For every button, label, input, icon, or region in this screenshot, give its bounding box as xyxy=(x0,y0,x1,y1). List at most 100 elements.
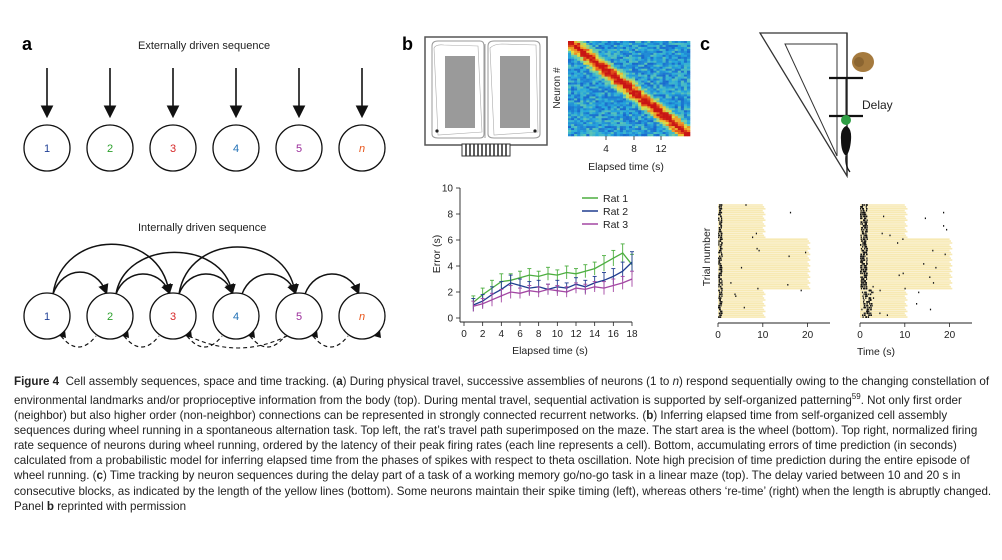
spike xyxy=(861,249,863,252)
heatmap-cell xyxy=(653,104,657,107)
heatmap-cell xyxy=(653,112,657,115)
heatmap-cell xyxy=(656,110,660,113)
heatmap-cell xyxy=(607,76,611,79)
heatmap-cell xyxy=(671,68,676,71)
neuron-node xyxy=(275,124,323,172)
spike xyxy=(866,253,868,256)
connection-arrow xyxy=(52,271,109,295)
heatmap-cell xyxy=(604,106,608,109)
heatmap-cell xyxy=(598,108,602,111)
spike xyxy=(720,227,722,229)
heatmap-cell xyxy=(632,88,636,91)
heatmap-cell xyxy=(613,116,618,119)
spike xyxy=(864,244,866,246)
heatmap-cell xyxy=(686,100,691,103)
heatmap-cell xyxy=(635,86,639,89)
heatmap-cell xyxy=(674,64,679,68)
heatmap-cell xyxy=(668,42,672,46)
heatmap-cell xyxy=(680,46,685,50)
spike xyxy=(866,308,868,311)
heatmap-cell xyxy=(677,120,682,123)
heatmap-cell xyxy=(577,78,581,81)
heatmap-cell xyxy=(595,48,599,52)
heatmap-cell xyxy=(677,56,682,60)
spike xyxy=(860,287,863,290)
heatmap-cell xyxy=(653,108,657,111)
spike xyxy=(865,221,867,223)
maze-block-left xyxy=(445,56,475,128)
heatmap-cell xyxy=(577,130,581,133)
heatmap-cell xyxy=(656,82,660,85)
heatmap-cell xyxy=(589,90,593,93)
neuron-label: 4 xyxy=(233,143,239,155)
spike xyxy=(861,227,864,229)
spike xyxy=(865,276,867,278)
heatmap-cell xyxy=(589,86,593,89)
spike xyxy=(864,265,866,267)
heatmap-cell xyxy=(574,130,578,133)
heatmap-cell xyxy=(671,108,676,111)
heatmap-cell xyxy=(641,54,645,58)
heatmap-cell xyxy=(683,78,688,81)
heatmap-cell xyxy=(580,86,584,89)
heatmap-cell xyxy=(656,46,660,50)
heatmap-cell xyxy=(589,41,593,44)
heatmap-cell xyxy=(571,80,575,83)
heatmap-cell xyxy=(568,132,572,135)
heatmap-cell xyxy=(644,76,648,79)
heatmap-cell xyxy=(629,94,633,97)
spike xyxy=(866,272,868,275)
heatmap-cell xyxy=(574,114,578,117)
spike xyxy=(721,284,723,286)
spike xyxy=(866,304,869,307)
spike xyxy=(862,257,864,259)
heatmap-cell xyxy=(665,116,669,119)
heatmap-cell xyxy=(629,98,633,101)
heatmap-cell xyxy=(635,100,639,103)
heatmap-cell xyxy=(610,110,615,113)
heatmap-cell xyxy=(610,130,615,133)
heatmap-cell xyxy=(604,72,608,75)
heatmap-cell xyxy=(616,52,621,56)
heatmap-cell xyxy=(574,46,578,50)
heatmap-cell xyxy=(604,52,608,56)
heatmap-cell xyxy=(586,78,590,81)
spike xyxy=(800,289,802,292)
spike xyxy=(719,272,722,275)
spike xyxy=(860,261,862,263)
spike xyxy=(745,204,747,206)
heatmap-cell xyxy=(577,48,581,52)
heatmap-cell xyxy=(601,108,605,111)
heatmap-cell xyxy=(632,48,636,52)
spike xyxy=(866,249,868,252)
spike xyxy=(866,278,868,280)
heatmap-cell xyxy=(568,124,572,127)
heatmap-cell xyxy=(650,110,654,113)
heatmap-cell xyxy=(574,134,578,137)
spike xyxy=(866,227,868,229)
heatmap-cell xyxy=(625,84,630,87)
heatmap-cell xyxy=(677,41,682,44)
heatmap-cell xyxy=(625,66,630,70)
heatmap-cell xyxy=(583,106,587,109)
heatmap-cell xyxy=(625,46,630,50)
heatmap-cell xyxy=(668,128,672,131)
caption-text: reprinted with permission xyxy=(53,499,187,513)
spike xyxy=(860,268,862,271)
heatmap-cell xyxy=(622,124,627,127)
heatmap-cell xyxy=(598,72,602,75)
heatmap-cell xyxy=(616,112,621,115)
heatmap-cell xyxy=(668,86,672,89)
spike xyxy=(719,208,721,210)
spike xyxy=(719,249,722,252)
spike xyxy=(718,228,720,231)
heatmap-cell xyxy=(671,114,676,117)
heatmap-cell xyxy=(616,88,621,91)
heatmap-cell xyxy=(629,106,633,109)
heatmap-cell xyxy=(607,98,611,101)
heatmap-cell xyxy=(619,76,624,79)
heatmap-cell xyxy=(574,58,578,62)
heatmap-cell xyxy=(598,82,602,85)
heatmap-cell xyxy=(638,116,642,119)
spike xyxy=(862,232,864,235)
